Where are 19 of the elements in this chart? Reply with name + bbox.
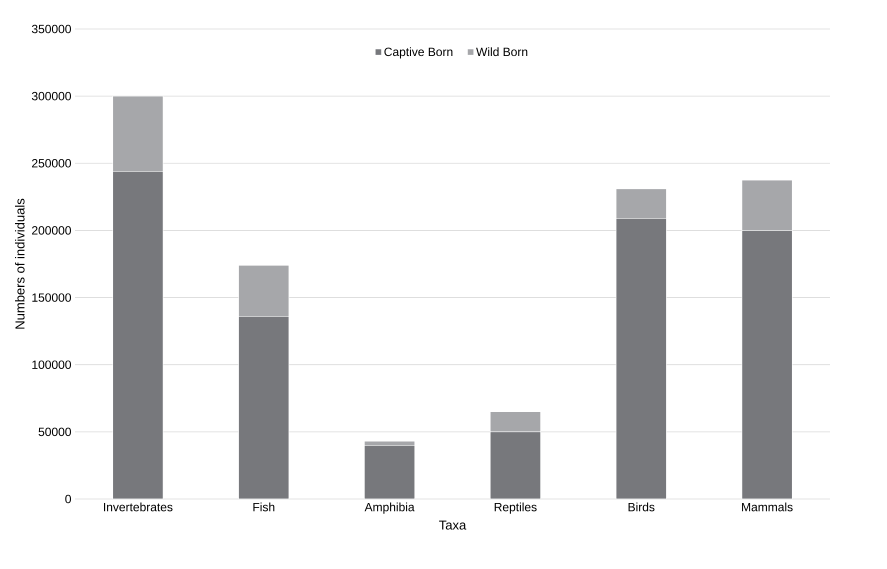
x-axis-title: Taxa: [439, 520, 466, 530]
legend-label: Wild Born: [476, 47, 528, 56]
y-tick-label: 200000: [32, 226, 71, 235]
y-tick-label: 350000: [32, 24, 71, 34]
x-tick-label: Fish: [253, 502, 274, 512]
x-tick-label: Reptiles: [494, 502, 537, 514]
legend-label: Captive Born: [384, 47, 452, 58]
y-tick-label: 250000: [32, 159, 71, 168]
x-tick-label: Invertebrates: [104, 502, 172, 512]
y-tick-label: 50000: [38, 428, 71, 436]
x-tick-label: Mammals: [742, 502, 793, 512]
y-tick-label: 300000: [32, 92, 71, 100]
bar: [364, 444, 416, 499]
y-axis-title: Numbers of individuals: [15, 198, 25, 329]
x-tick-label: Birds: [628, 502, 654, 512]
y-tick-label: 0: [65, 494, 72, 504]
y-tick-label: 150000: [32, 293, 71, 302]
y-tick-label: 100000: [32, 360, 71, 369]
x-tick-label: Amphibia: [364, 502, 415, 514]
